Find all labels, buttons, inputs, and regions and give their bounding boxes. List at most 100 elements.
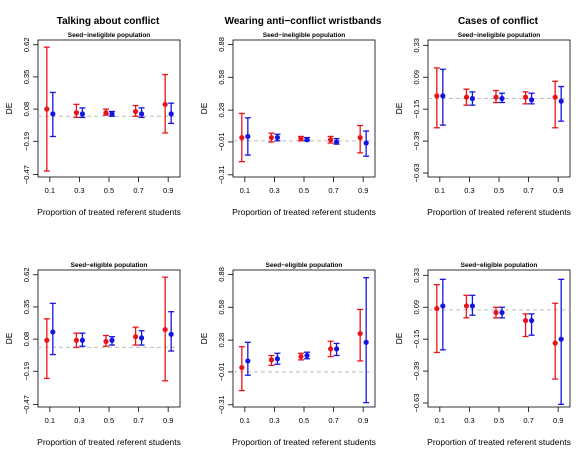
red-point-estimate [298,136,304,142]
blue-point-estimate [363,339,369,345]
x-tick-label: 0.7 [133,186,143,195]
red-point-estimate [327,137,334,143]
chart-panel-4: Seed−eligible population −0.47 −0.19 0.08 0.… [4,262,181,447]
panel-subtitle: Seed−eligible population [461,262,538,269]
y-tick-label: −0.01 [217,362,226,381]
red-point-estimate [522,317,529,324]
x-tick-label: 0.3 [74,186,84,195]
x-tick-label: 0.7 [523,416,533,425]
red-point-estimate [493,94,499,100]
x-tick-label: 0.9 [163,186,173,195]
chart-panel-3: Seed−ineligible population −0.63 −0.39 −0.1… [394,32,571,217]
blue-point-estimate [50,111,56,117]
chart-panel-5: Seed−eligible population −0.31 −0.01 0.28 0.… [199,262,376,447]
x-tick-label: 0.5 [104,416,114,425]
y-tick-label: −0.15 [412,330,421,349]
y-tick-label: 0.08 [22,102,31,117]
column-title-wristbands: Wearing anti−conflict wristbands [225,16,382,27]
red-point-estimate [298,353,304,360]
chart-panel-1: Seed−ineligible population −0.47 −0.19 0.08… [4,32,181,217]
y-tick-label: −0.15 [412,100,421,119]
y-tick-label: 0.28 [217,103,226,118]
blue-point-estimate [304,137,310,143]
red-point-estimate [239,364,245,371]
x-tick-label: 0.5 [299,416,309,425]
plot-frame [427,39,571,178]
x-tick-label: 0.5 [299,186,309,195]
red-point-estimate [239,134,245,141]
y-axis-label: DE [4,332,14,344]
y-tick-label: −0.39 [412,362,421,381]
x-axis-label: Proportion of treated referent students [232,207,376,217]
y-tick-label: 0.88 [217,37,226,52]
blue-point-estimate [333,139,340,145]
y-tick-label: 0.28 [217,333,226,348]
red-point-estimate [552,340,558,346]
x-tick-label: 0.9 [358,186,368,195]
red-point-estimate [463,303,470,309]
y-axis-label: DE [394,332,404,344]
red-point-estimate [132,334,139,340]
blue-point-estimate [333,346,340,352]
red-point-estimate [522,94,529,100]
red-point-estimate [73,110,80,116]
blue-point-estimate [109,111,115,117]
x-axis-label: Proportion of treated referent students [37,437,181,447]
red-point-estimate [268,357,275,363]
red-point-estimate [132,108,139,115]
plot-frame [232,39,376,178]
x-tick-label: 0.5 [104,186,114,195]
y-tick-label: −0.63 [412,164,421,183]
red-point-estimate [357,134,363,141]
blue-point-estimate [528,317,535,324]
y-tick-label: −0.31 [217,395,226,414]
y-tick-label: 0.08 [22,332,31,347]
x-axis-label: Proportion of treated referent students [427,437,571,447]
red-point-estimate [162,326,168,333]
blue-point-estimate [138,111,145,117]
y-tick-label: 0.58 [217,70,226,85]
red-point-estimate [162,101,168,107]
blue-point-estimate [168,111,174,117]
y-tick-label: 0.33 [412,38,421,53]
x-tick-label: 0.1 [45,416,55,425]
blue-point-estimate [499,95,505,102]
x-tick-label: 0.1 [435,416,445,425]
y-tick-label: 0.09 [412,300,421,315]
blue-point-estimate [79,337,86,343]
y-tick-label: −0.39 [412,132,421,151]
red-point-estimate [327,346,334,352]
blue-point-estimate [558,98,564,104]
plot-frame [232,269,376,408]
red-point-estimate [357,330,363,337]
blue-point-estimate [274,134,281,141]
blue-point-estimate [499,309,505,316]
y-tick-label: −0.63 [412,394,421,413]
blue-point-estimate [138,335,145,341]
y-axis-label: DE [199,102,209,114]
x-axis-label: Proportion of treated referent students [232,437,376,447]
blue-point-estimate [469,95,476,102]
x-tick-label: 0.5 [494,186,504,195]
y-tick-label: 0.33 [412,268,421,283]
red-point-estimate [73,337,80,343]
x-axis-label: Proportion of treated referent students [37,207,181,217]
y-tick-label: 0.62 [22,267,31,282]
x-tick-label: 0.3 [74,416,84,425]
red-point-estimate [268,134,275,141]
y-tick-label: −0.47 [22,395,31,414]
panel-subtitle: Seed−ineligible population [68,32,151,39]
x-tick-label: 0.9 [163,416,173,425]
x-tick-label: 0.3 [269,416,279,425]
x-tick-label: 0.3 [464,186,474,195]
plot-frame [37,269,181,408]
blue-point-estimate [168,331,174,337]
y-axis-label: DE [199,332,209,344]
chart-panel-6: Seed−eligible population −0.63 −0.39 −0.15 0… [394,262,571,447]
panel-subtitle: Seed−eligible population [266,262,343,269]
x-tick-label: 0.3 [464,416,474,425]
red-point-estimate [552,94,558,100]
y-tick-label: 0.09 [412,70,421,85]
x-tick-label: 0.1 [45,186,55,195]
x-tick-label: 0.9 [358,416,368,425]
